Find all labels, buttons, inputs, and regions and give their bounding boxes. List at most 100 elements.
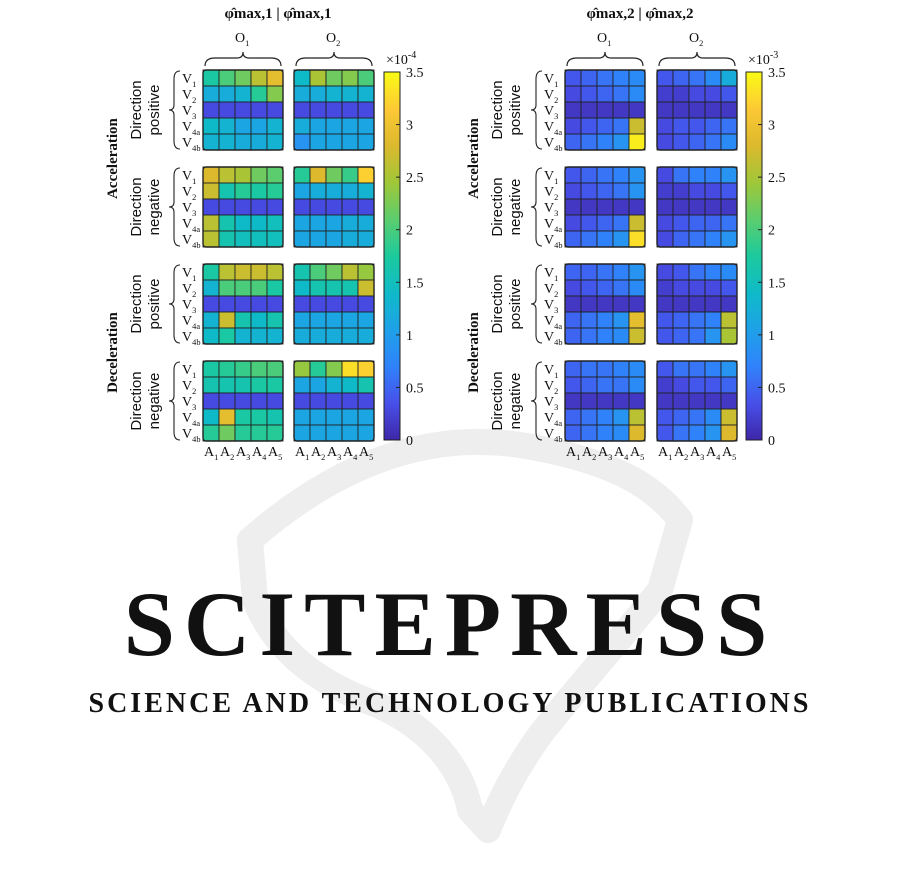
- direction-word: Direction: [489, 371, 506, 430]
- heatmap-cell: [218, 101, 236, 119]
- heatmap-cell: [293, 263, 311, 281]
- row-label-v2: V2: [182, 185, 196, 202]
- heatmap-cell: [234, 85, 252, 103]
- heatmap-cell: [628, 360, 646, 378]
- heatmap-cell: [628, 376, 646, 394]
- row-label-v1: V1: [544, 266, 558, 283]
- heatmap-cell: [628, 230, 646, 248]
- heatmap-cell: [266, 133, 284, 151]
- heatmap-cell: [202, 376, 220, 394]
- heatmap-cell: [672, 360, 690, 378]
- column-label-a1: A1: [658, 445, 672, 462]
- heatmap-cell: [596, 166, 614, 184]
- heatmap-cell: [234, 295, 252, 313]
- heatmap-cell: [596, 424, 614, 442]
- heatmap-cell: [218, 214, 236, 232]
- heatmap-cell: [357, 230, 375, 248]
- heatmap-cell: [234, 198, 252, 216]
- row-label-v4b: V4b: [182, 136, 201, 153]
- heatmap-cell: [688, 214, 706, 232]
- heatmap-cell: [341, 198, 359, 216]
- heatmap-cell: [202, 117, 220, 135]
- heatmap-cell: [202, 392, 220, 410]
- heatmap-cell: [234, 117, 252, 135]
- heatmap-cell: [596, 376, 614, 394]
- heatmap-cell: [218, 392, 236, 410]
- heatmap-cell: [628, 327, 646, 345]
- heatmap-cell: [612, 392, 630, 410]
- heatmap-cell: [596, 360, 614, 378]
- heatmap-cell: [218, 360, 236, 378]
- heatmap-cell: [672, 263, 690, 281]
- operator-brace-2: [295, 51, 373, 67]
- direction-word: Direction: [489, 274, 506, 333]
- heatmap-cell: [704, 376, 722, 394]
- heatmap-cell: [266, 117, 284, 135]
- heatmap-panel-frame: [656, 166, 738, 248]
- heatmap-cell: [357, 198, 375, 216]
- row-brace: [530, 167, 543, 247]
- heatmap-cell: [309, 117, 327, 135]
- heatmap-cell: [309, 214, 327, 232]
- heatmap-cell: [341, 69, 359, 87]
- heatmap-cell: [250, 117, 268, 135]
- heatmap-cell: [309, 311, 327, 329]
- heatmap-cell: [564, 311, 582, 329]
- heatmap-cell: [628, 69, 646, 87]
- heatmap-cell: [266, 279, 284, 297]
- heatmap-cell: [357, 311, 375, 329]
- heatmap-cell: [202, 263, 220, 281]
- heatmap-cell: [612, 327, 630, 345]
- heatmap-cell: [293, 101, 311, 119]
- heatmap-cell: [688, 376, 706, 394]
- heatmap-cell: [250, 295, 268, 313]
- heatmap-cell: [234, 376, 252, 394]
- heatmap-cell: [612, 166, 630, 184]
- heatmap-cell: [266, 295, 284, 313]
- heatmap-cell: [704, 230, 722, 248]
- heatmap-panel-frame: [202, 166, 284, 248]
- direction-sign: positive: [507, 85, 524, 136]
- heatmap-cell: [218, 279, 236, 297]
- heatmap-cell: [580, 408, 598, 426]
- heatmap-cell: [218, 166, 236, 184]
- heatmap-cell: [656, 198, 674, 216]
- row-label-v2: V2: [544, 185, 558, 202]
- direction-sign: negative: [146, 373, 163, 430]
- heatmap-cell: [596, 117, 614, 135]
- heatmap-cell: [720, 214, 738, 232]
- heatmap-cell: [341, 133, 359, 151]
- row-label-v4a: V4a: [182, 217, 200, 234]
- heatmap-cell: [596, 408, 614, 426]
- heatmap-cell: [672, 392, 690, 410]
- heatmap-cell: [596, 311, 614, 329]
- heatmap-cell: [628, 101, 646, 119]
- row-brace: [530, 264, 543, 344]
- heatmap-cell: [596, 198, 614, 216]
- heatmap-cell: [596, 327, 614, 345]
- heatmap-cell: [688, 69, 706, 87]
- heatmap-cell: [234, 101, 252, 119]
- row-brace: [530, 361, 543, 441]
- colorbar-exponent: ×10-4: [386, 50, 416, 68]
- heatmap-cell: [672, 327, 690, 345]
- heatmap-cell: [596, 295, 614, 313]
- heatmap-cell: [266, 327, 284, 345]
- heatmap-cell: [628, 295, 646, 313]
- heatmap-cell: [596, 133, 614, 151]
- heatmap-cell: [704, 360, 722, 378]
- heatmap-cell: [309, 230, 327, 248]
- heatmap-cell: [325, 424, 343, 442]
- operator-label-o1: O1: [597, 31, 611, 48]
- heatmap-cell: [325, 214, 343, 232]
- heatmap-cell: [656, 263, 674, 281]
- heatmap-cell: [720, 230, 738, 248]
- heatmap-cell: [612, 214, 630, 232]
- colorbar-tick-label: 0.5: [406, 381, 424, 396]
- heatmap-panel-frame: [293, 263, 375, 345]
- row-brace: [168, 70, 181, 150]
- heatmap-cell: [266, 311, 284, 329]
- heatmap-panel-frame: [564, 166, 646, 248]
